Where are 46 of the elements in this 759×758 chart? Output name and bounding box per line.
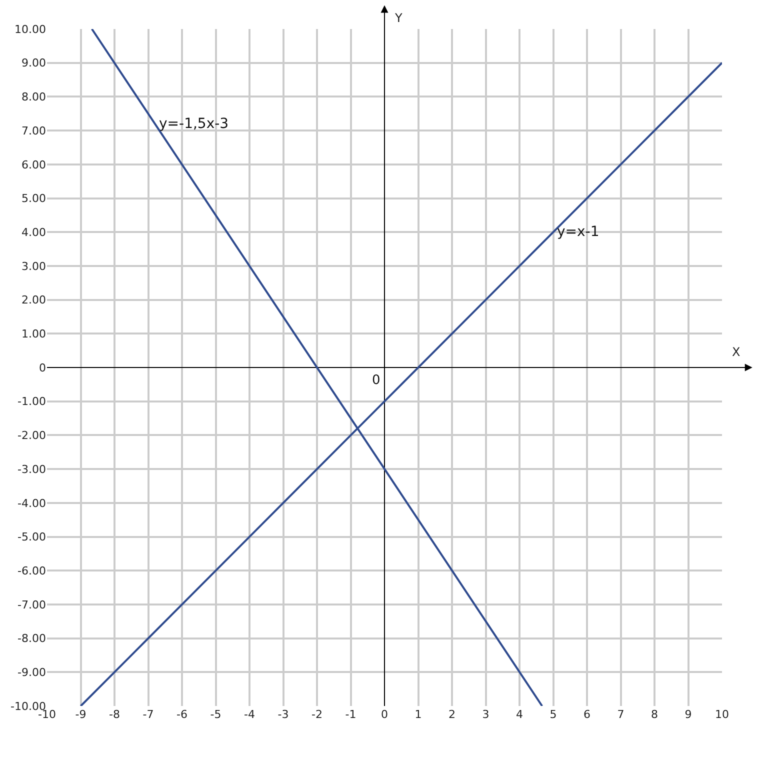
x-tick-label: 7	[617, 708, 624, 721]
y-tick-label: -1.00	[18, 395, 46, 408]
x-tick-label: -1	[345, 708, 356, 721]
y-tick-label: -7.00	[18, 598, 46, 612]
x-tick-label: 2	[448, 708, 456, 721]
y-axis-title: Y	[394, 11, 403, 25]
x-tick-label: -6	[176, 708, 188, 721]
y-tick-label: 7.00	[22, 124, 46, 138]
y-tick-label: 5.00	[22, 192, 46, 206]
x-tick-label: 1	[414, 708, 422, 721]
x-tick-label: -3	[278, 708, 289, 721]
x-tick-label: -7	[142, 708, 154, 721]
y-tick-label: -2.00	[18, 429, 46, 442]
x-tick-label: -4	[244, 708, 255, 721]
annotation: 0	[372, 373, 380, 388]
x-tick-label: 4	[516, 708, 523, 721]
x-tick-label: 10	[715, 708, 729, 721]
y-tick-label: 10.00	[14, 22, 46, 36]
y-tick-label: 8.00	[22, 90, 46, 104]
y-tick-label: -5.00	[18, 530, 46, 544]
x-tick-label: 5	[550, 708, 557, 721]
y-tick-label: 9.00	[22, 56, 46, 70]
x-tick-label: -2	[312, 708, 322, 721]
x-axis-title: X	[732, 345, 740, 359]
x-tick-label: 6	[584, 708, 590, 721]
y-tick-label: -8.00	[18, 632, 46, 646]
x-tick-label: -10	[38, 708, 56, 721]
annotation: y=x-1	[557, 224, 600, 240]
y-tick-label: 0	[39, 361, 46, 374]
annotation: y=-1,5x-3	[159, 116, 229, 132]
x-tick-label: -8	[109, 708, 120, 721]
y-tick-label: -3.00	[18, 462, 46, 476]
x-tick-label: 3	[482, 708, 490, 721]
x-tick-label: -9	[75, 708, 86, 721]
y-tick-label: 1.00	[22, 328, 46, 340]
x-tick-label: 0	[381, 708, 388, 721]
y-tick-label: -9.00	[18, 666, 46, 679]
x-tick-label: 8	[651, 708, 658, 721]
y-tick-label: 6.00	[22, 158, 46, 172]
y-tick-label: 3.00	[22, 260, 46, 273]
x-tick-label: -5	[210, 708, 222, 721]
y-tick-label: -6.00	[18, 564, 46, 578]
y-tick-label: 2.00	[22, 294, 46, 307]
x-tick-label: 9	[684, 708, 692, 721]
y-tick-label: -4.00	[18, 496, 46, 510]
y-tick-label: 4.00	[22, 226, 46, 239]
